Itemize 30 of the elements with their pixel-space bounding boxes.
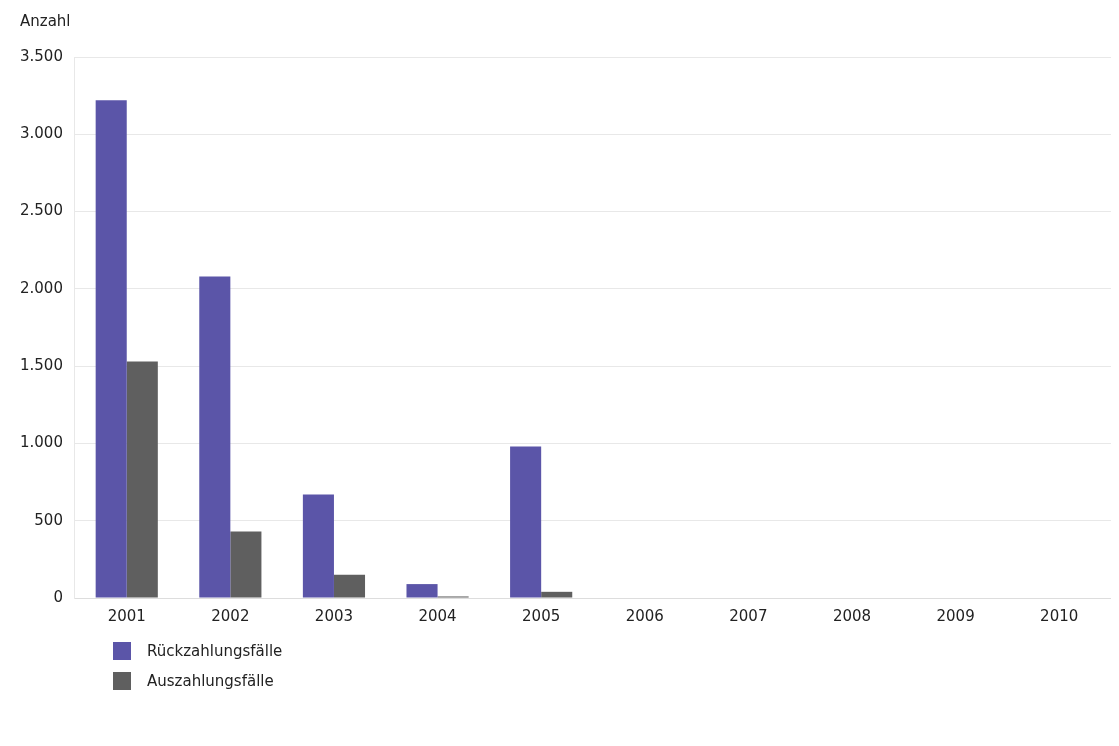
bar (510, 446, 542, 598)
x-tick-label: 2007 (729, 606, 768, 625)
bar (541, 591, 573, 598)
y-tick-label: 2.000 (19, 278, 63, 297)
x-tick-label: 2006 (625, 606, 664, 625)
y-tick-label: 3.500 (19, 46, 63, 65)
y-tick-label: 1.500 (19, 356, 63, 375)
bar (406, 584, 438, 598)
bar (126, 361, 158, 598)
y-tick-label: 1.000 (19, 433, 63, 452)
y-tick-label: 3.000 (19, 124, 63, 143)
y-tick-label: 2.500 (19, 201, 63, 220)
bar (333, 574, 366, 598)
bar (199, 276, 231, 598)
bar (230, 531, 262, 598)
y-tick-label: 0 (53, 587, 63, 606)
x-tick-label: 2009 (936, 606, 975, 625)
x-tick-label: 2003 (314, 606, 354, 625)
legend-label: Auszahlungsfälle (147, 672, 274, 690)
x-tick-label: 2005 (522, 606, 561, 625)
x-tick-label: 2008 (832, 606, 872, 625)
x-tick-label: 2001 (107, 606, 146, 625)
bar (302, 494, 334, 598)
legend-label: Rückzahlungsfälle (147, 642, 283, 660)
x-tick-label: 2004 (418, 606, 457, 625)
bar (95, 100, 127, 598)
x-tick-label: 2010 (1040, 606, 1079, 625)
y-axis-title: Anzahl (20, 12, 72, 30)
y-tick-label: 500 (34, 510, 63, 529)
x-tick-label: 2002 (211, 606, 250, 625)
